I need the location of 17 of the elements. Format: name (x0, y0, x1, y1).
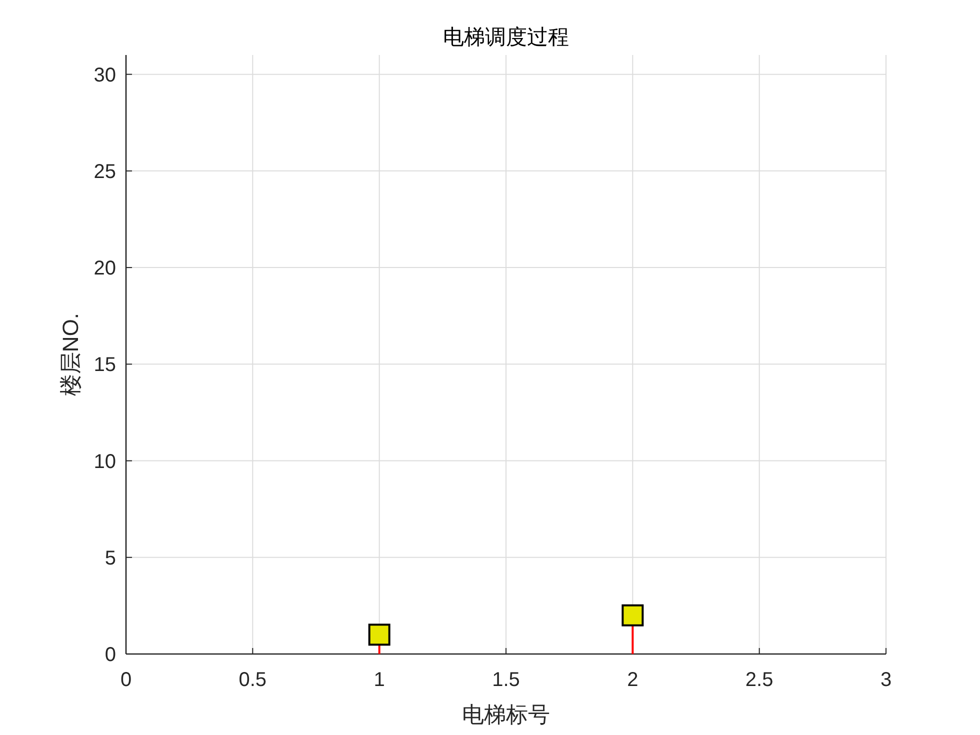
chart-title: 电梯调度过程 (443, 26, 569, 49)
x-tick-label: 1.5 (492, 669, 520, 691)
y-tick-label: 20 (94, 258, 116, 280)
y-tick-label: 15 (94, 354, 116, 376)
y-axis-title: 楼层NO. (58, 312, 83, 396)
y-tick-label: 0 (104, 644, 116, 666)
x-tick-label: 2.5 (745, 669, 774, 691)
x-axis-title: 电梯标号 (462, 702, 550, 727)
x-tick-label: 0.5 (238, 669, 267, 691)
x-tick-label: 0 (120, 669, 132, 691)
y-tick-label: 5 (104, 547, 116, 570)
x-tick-label: 1 (374, 669, 385, 691)
y-tick-label: 25 (94, 160, 116, 183)
y-tick-label: 10 (94, 450, 116, 473)
x-tick-label: 3 (880, 669, 892, 691)
x-tick-label: 2 (627, 669, 638, 691)
y-tick-label: 30 (94, 64, 116, 86)
